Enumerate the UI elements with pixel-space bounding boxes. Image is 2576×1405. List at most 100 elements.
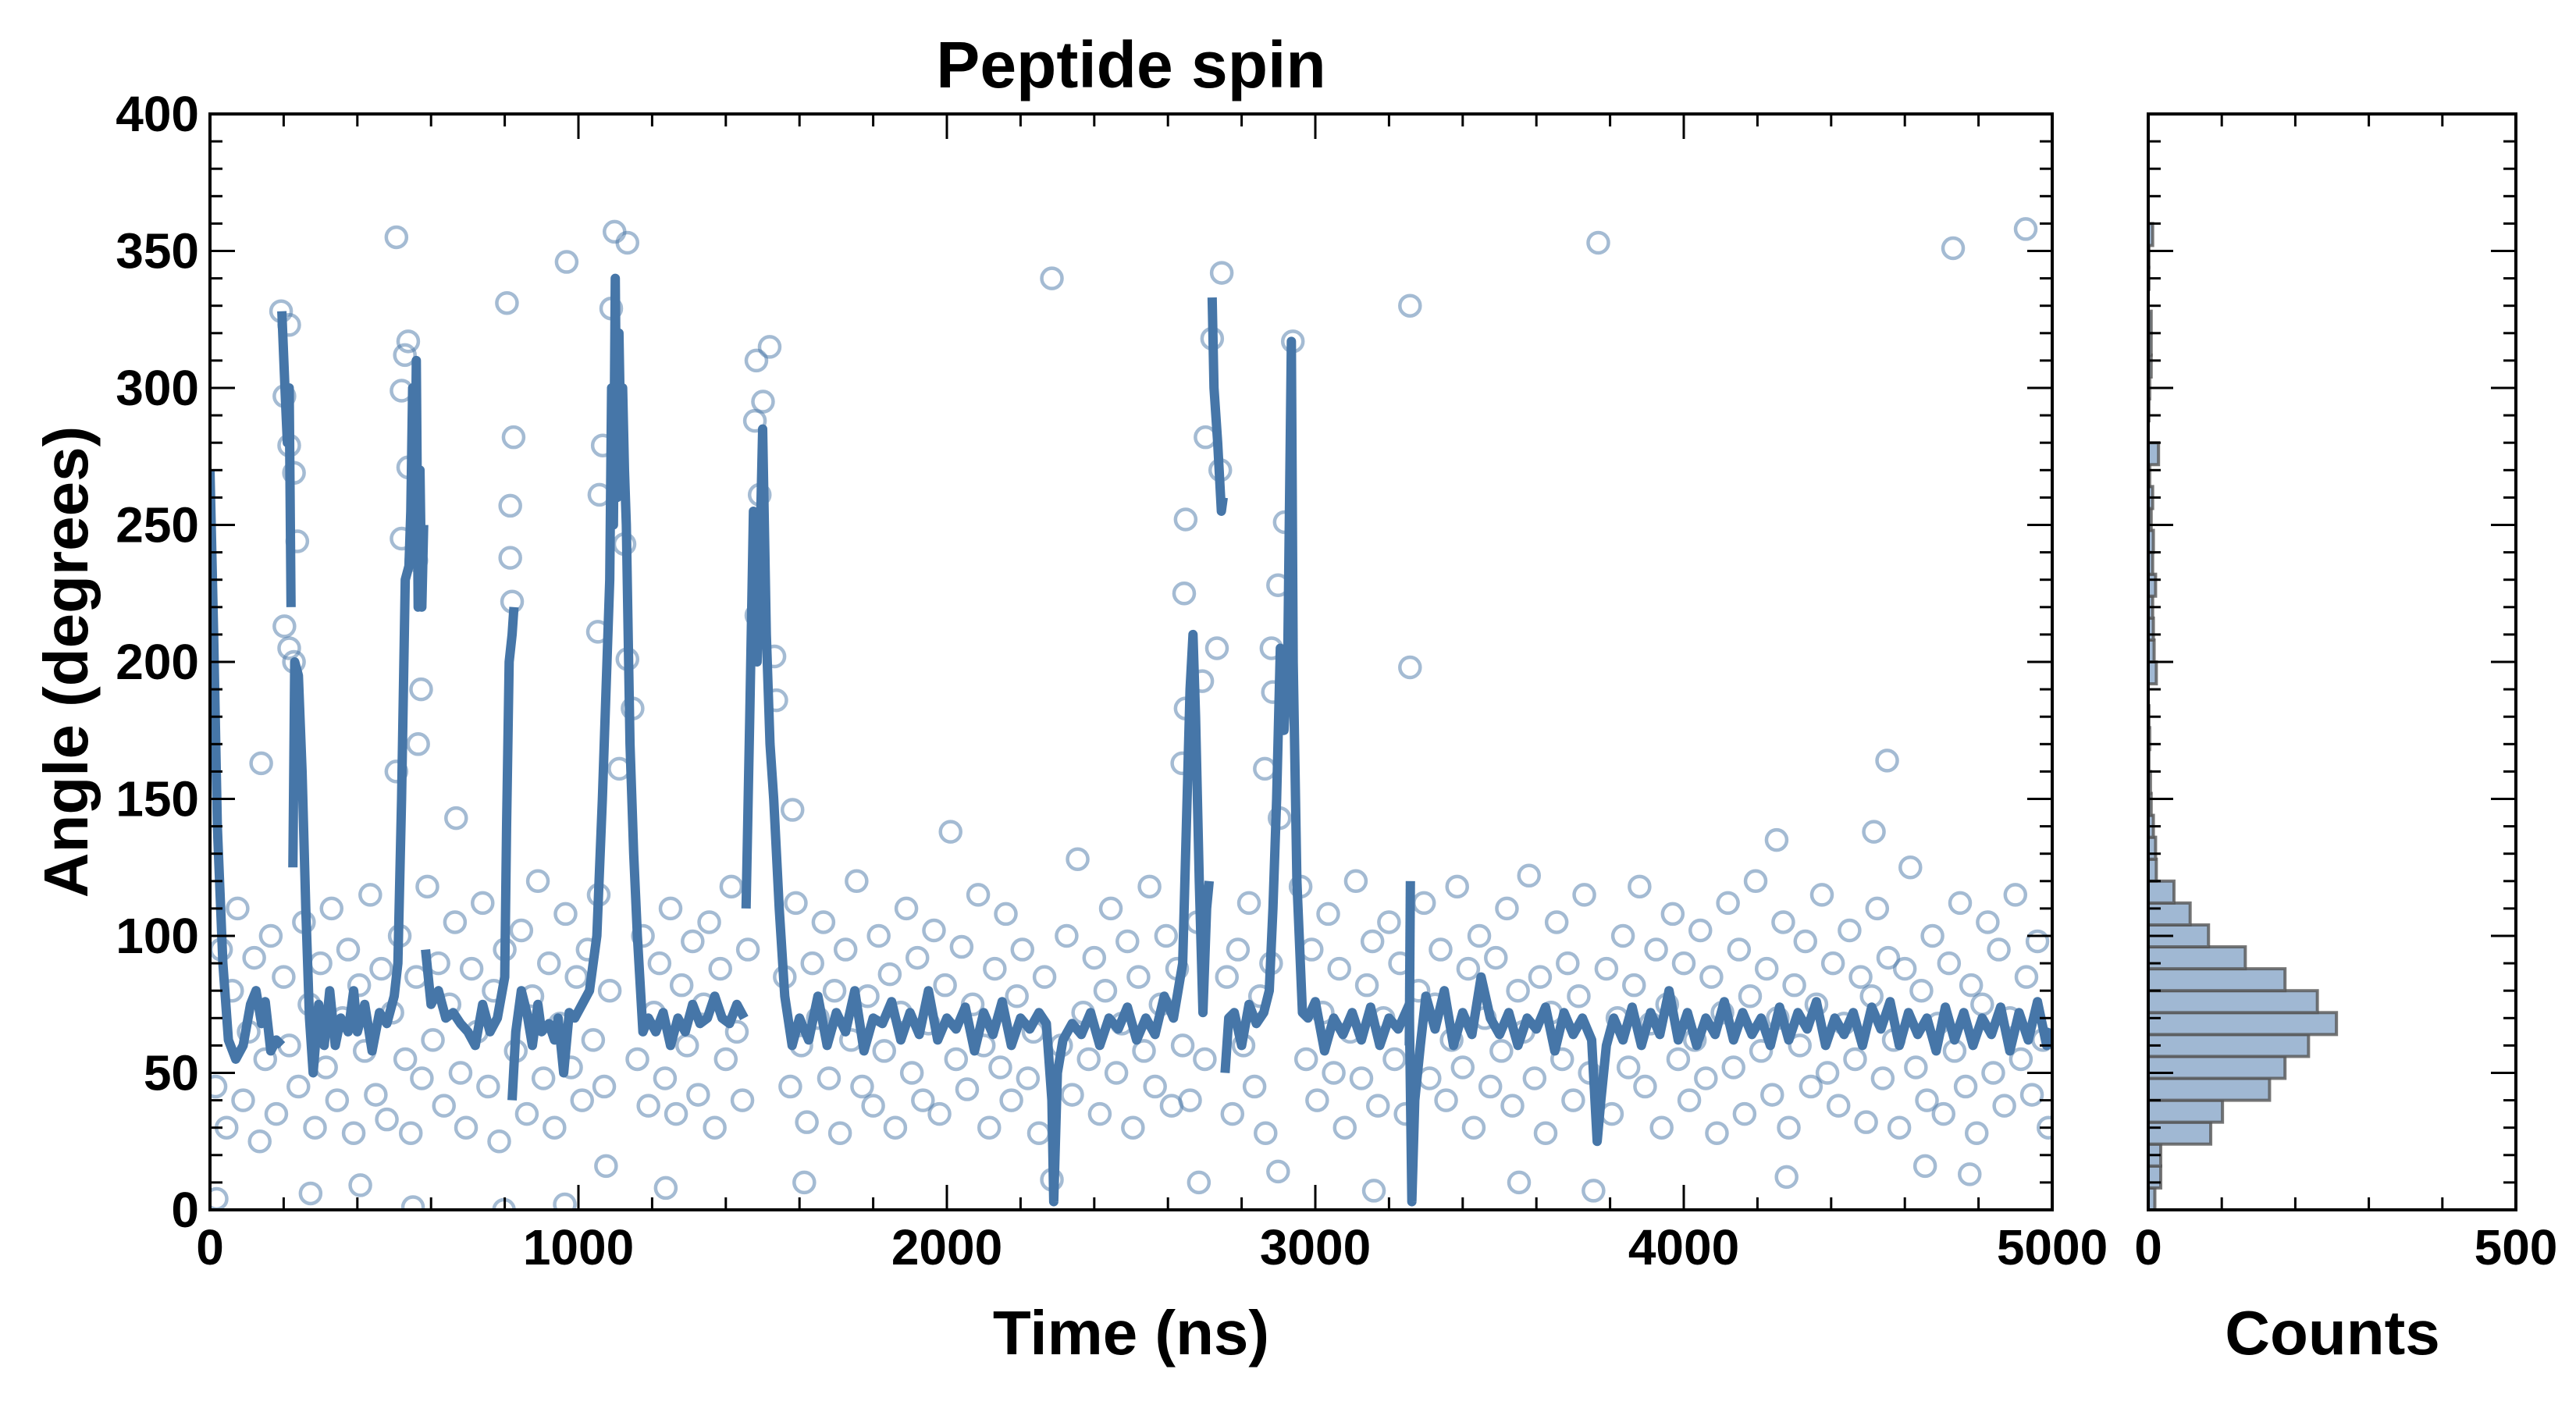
scatter-point bbox=[1843, 1047, 1867, 1072]
scatter-point bbox=[2037, 1115, 2052, 1140]
y-tick-label: 400 bbox=[116, 86, 199, 142]
scatter-point bbox=[1931, 1101, 1956, 1126]
y-tick-label: 50 bbox=[144, 1045, 199, 1101]
scatter-point bbox=[933, 973, 957, 998]
scatter-point bbox=[1456, 956, 1481, 981]
scatter-point bbox=[905, 945, 930, 970]
scatter-point bbox=[1937, 951, 1962, 976]
scatter-point bbox=[955, 1077, 980, 1101]
histogram-bar bbox=[2147, 945, 2247, 971]
chart-title: Peptide spin bbox=[936, 28, 1325, 101]
scatter-point bbox=[1215, 965, 1239, 989]
scatter-point bbox=[400, 1195, 425, 1210]
scatter-point bbox=[708, 956, 732, 981]
scatter-point bbox=[1305, 1088, 1329, 1112]
scatter-point bbox=[1774, 1165, 1799, 1190]
scatter-point bbox=[487, 1129, 511, 1154]
scatter-point bbox=[1293, 1047, 1318, 1072]
scatter-point bbox=[674, 1033, 699, 1058]
scatter-point bbox=[564, 965, 589, 989]
scatter-point bbox=[1170, 1033, 1195, 1058]
scatter-point bbox=[1236, 891, 1261, 916]
scatter-point bbox=[778, 1074, 802, 1099]
scatter-point bbox=[681, 929, 705, 954]
scatter-point bbox=[938, 820, 962, 844]
scatter-point bbox=[1322, 1061, 1346, 1085]
y-tick-label: 150 bbox=[116, 771, 199, 827]
scatter-point bbox=[999, 1088, 1023, 1112]
scatter-point bbox=[1854, 1110, 1878, 1134]
scatter-point bbox=[2025, 929, 2050, 954]
scatter-point bbox=[1556, 951, 1580, 976]
scatter-point bbox=[2014, 965, 2039, 989]
scatter-point bbox=[1382, 1047, 1407, 1072]
scatter-point bbox=[398, 1121, 423, 1145]
scatter-point bbox=[553, 1192, 577, 1210]
histogram-bar bbox=[2147, 1164, 2163, 1190]
scatter-point bbox=[2019, 1083, 2044, 1107]
scatter-point bbox=[1143, 1074, 1167, 1099]
scatter-point bbox=[1633, 1074, 1657, 1099]
scatter-point bbox=[369, 956, 393, 981]
scatter-point bbox=[1550, 1047, 1574, 1072]
scatter-point bbox=[1594, 956, 1619, 981]
scatter-point bbox=[1981, 1061, 2005, 1085]
scatter-point bbox=[272, 965, 296, 989]
scatter-point bbox=[454, 1115, 479, 1140]
scatter-point bbox=[1666, 1047, 1691, 1072]
scatter-point bbox=[1076, 1047, 1101, 1072]
y-tick-label: 350 bbox=[116, 223, 199, 279]
scatter-point bbox=[1892, 956, 1917, 981]
scatter-point bbox=[258, 923, 283, 948]
scatter-point bbox=[1178, 1088, 1202, 1112]
scatter-point bbox=[899, 1061, 924, 1085]
scatter-point bbox=[1010, 937, 1035, 962]
x-tick-label: 0 bbox=[196, 1219, 224, 1275]
axes: 0 1000 2000 3000 4000 50000501001502002503003… bbox=[116, 86, 2557, 1275]
scatter-point bbox=[432, 1094, 456, 1118]
scatter-point bbox=[1360, 929, 1385, 954]
scatter-point bbox=[1489, 1039, 1514, 1063]
scatter-point bbox=[247, 1129, 272, 1154]
scatter-point bbox=[1941, 236, 1966, 261]
scatter-point bbox=[396, 329, 421, 354]
running-average-line bbox=[1220, 336, 2052, 1207]
scatter-point bbox=[792, 1170, 817, 1195]
scatter-point bbox=[498, 493, 522, 518]
scatter-point bbox=[375, 1107, 399, 1132]
scatter-point bbox=[647, 951, 672, 976]
scatter-point bbox=[1976, 910, 2000, 934]
scatter-point bbox=[1865, 896, 1890, 921]
scatter-point bbox=[393, 1047, 418, 1072]
scatter-point bbox=[495, 290, 519, 315]
scatter-point bbox=[1671, 951, 1696, 976]
scatter-point bbox=[877, 962, 902, 987]
scatter-point bbox=[927, 1101, 952, 1126]
scatter-point bbox=[1253, 756, 1277, 781]
scatter-point bbox=[1104, 1061, 1129, 1085]
scatter-point bbox=[1434, 1088, 1458, 1112]
scatter-point bbox=[883, 1115, 908, 1140]
scatter-point bbox=[592, 1074, 617, 1099]
scatter-point bbox=[780, 798, 805, 822]
scatter-point bbox=[894, 896, 919, 921]
histogram-bar bbox=[2147, 1098, 2225, 1124]
scatter-point bbox=[1398, 293, 1422, 318]
scatter-point bbox=[1226, 937, 1251, 962]
scatter-point bbox=[1920, 923, 1944, 948]
scatter-point bbox=[653, 1066, 678, 1090]
scatter-point bbox=[536, 951, 561, 976]
scatter-point bbox=[231, 1088, 255, 1112]
scatter-point bbox=[1705, 1121, 1729, 1145]
histogram-bar bbox=[2147, 1076, 2272, 1102]
scatter-point bbox=[988, 1055, 1012, 1080]
scatter-point bbox=[800, 951, 824, 976]
scatter-point bbox=[1677, 1088, 1702, 1112]
scatter-point bbox=[1209, 261, 1234, 285]
scatter-point bbox=[1815, 1061, 1840, 1085]
scatter-point bbox=[1495, 896, 1519, 921]
histogram-bar bbox=[2147, 901, 2192, 927]
scatter-point bbox=[1887, 1115, 1912, 1140]
scatter-point bbox=[347, 973, 372, 998]
scatter-point bbox=[944, 1047, 969, 1072]
